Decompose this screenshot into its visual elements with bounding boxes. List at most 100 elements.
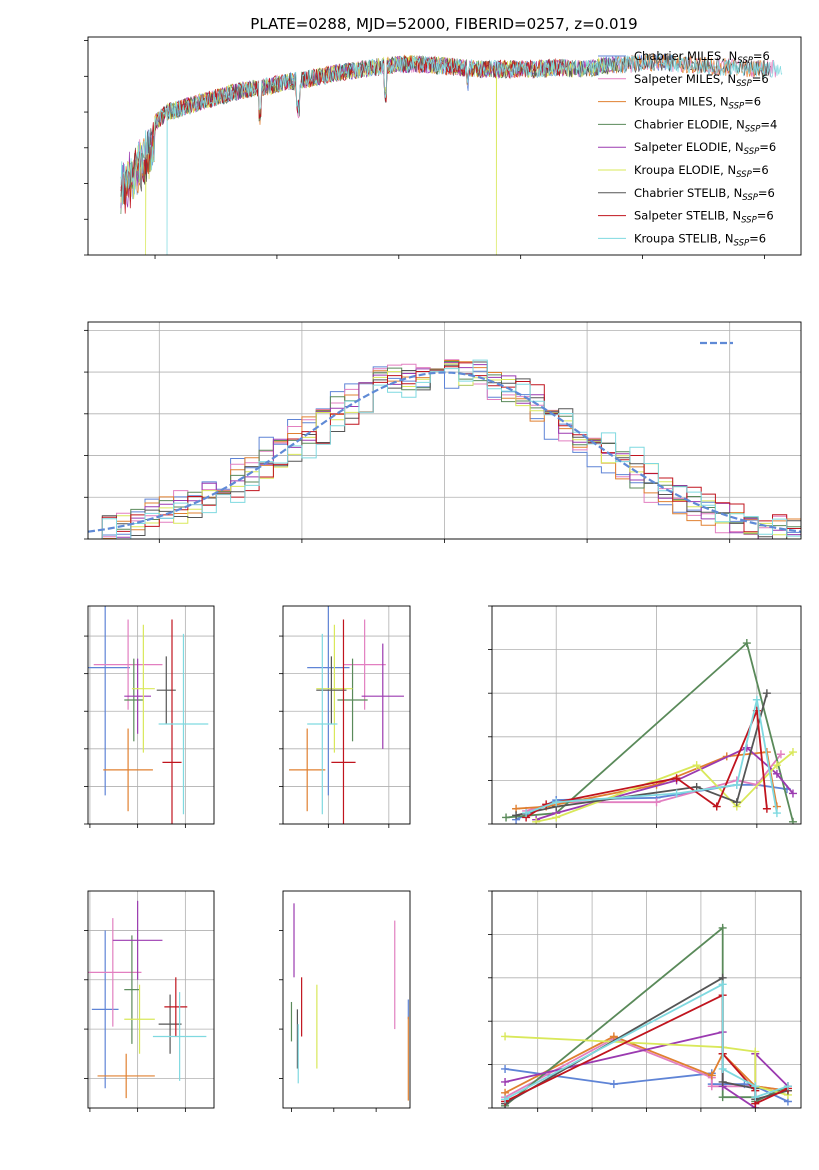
weight-marker (718, 980, 727, 989)
axes-frame (87, 36, 802, 256)
weight-marker (742, 639, 751, 648)
legend-label: Salpeter ELODIE, NSSP=6 (634, 140, 776, 157)
residuals-panel (84, 321, 802, 543)
weight-line-4 (504, 1030, 789, 1108)
plot-area (88, 359, 801, 539)
legend-label: Kroupa ELODIE, NSSP=6 (634, 163, 769, 180)
weight-marker (762, 689, 771, 698)
weight-line-8 (504, 982, 789, 1101)
age-vs-mass-panel (279, 605, 411, 828)
spectrum-line-4 (120, 55, 618, 209)
histogram-step-4 (88, 362, 801, 539)
normal-reference-curve (88, 371, 801, 533)
legend-label-suffix: =6 (744, 95, 761, 109)
weight-marker (752, 695, 761, 704)
weight-marker (776, 750, 785, 759)
weight-marker (788, 817, 797, 824)
weight-marker (718, 1077, 727, 1086)
weight-marker (522, 809, 531, 818)
weight-marker (718, 1093, 727, 1102)
weight-marker (501, 1064, 510, 1073)
legend-label: Salpeter MILES, NSSP=6 (634, 72, 769, 89)
weight-line-7 (504, 993, 789, 1106)
legend-label: Salpeter STELIB, NSSP=6 (634, 209, 774, 226)
legend-label-text: Salpeter ELODIE, N (634, 140, 744, 154)
legend-label-text: Chabrier ELODIE, N (634, 117, 745, 131)
plot-area (502, 639, 797, 824)
weight-marker (772, 809, 781, 818)
legend-label-suffix: =4 (760, 117, 777, 131)
legend-label-text: Salpeter STELIB, N (634, 209, 741, 223)
weight-marker (732, 798, 741, 807)
weight-line-5 (535, 751, 794, 823)
legend-label-text: Kroupa STELIB, N (634, 231, 734, 245)
plot-area (290, 903, 409, 1101)
legend-label: Kroupa STELIB, NSSP=6 (634, 231, 766, 248)
spectrum-line-7 (120, 55, 572, 214)
legend-label-subscript: SSP (744, 147, 760, 157)
weight-marker (751, 1047, 760, 1056)
mass-vs-metallicity-panel (84, 890, 215, 1112)
legend-label-subscript: SSP (736, 79, 752, 89)
spectrum-line-5 (120, 55, 618, 255)
weight-marker (652, 798, 661, 807)
legend-label: Chabrier MILES, NSSP=6 (634, 49, 770, 66)
weight-marker (501, 1077, 510, 1086)
legend-label-suffix: =6 (757, 209, 774, 223)
weight-marker (707, 1071, 716, 1080)
age-vs-metallicity-panel (84, 605, 215, 828)
weight-marker (772, 769, 781, 778)
histogram-step-5 (88, 363, 801, 539)
weight-marker (692, 782, 701, 791)
mass-vs-extinction-panel (279, 890, 411, 1112)
axes-frame (87, 605, 215, 825)
axes-frame (87, 890, 215, 1109)
weight-marker (501, 1095, 510, 1104)
weight-marker (552, 798, 561, 807)
weight-marker (788, 789, 797, 798)
axes-frame (491, 605, 802, 825)
legend-label-subscript: SSP (741, 216, 757, 226)
weight-marker (672, 789, 681, 798)
legend-label-suffix: =6 (752, 72, 769, 86)
legend-label-suffix: =6 (759, 140, 776, 154)
weight-marker (672, 774, 681, 783)
legend-label-text: Kroupa MILES, N (634, 95, 729, 109)
legend-label-text: Chabrier MILES, N (634, 49, 737, 63)
weight-marker (512, 811, 521, 820)
legend-label-subscript: SSP (736, 170, 752, 180)
weight-marker (707, 1082, 716, 1091)
weight-marker (532, 817, 541, 824)
weight-marker (718, 1064, 727, 1073)
plot-area (289, 606, 404, 824)
weight-marker (772, 761, 781, 770)
weight-marker (762, 804, 771, 813)
weight-marker (718, 923, 727, 932)
weight-marker (609, 1080, 618, 1089)
axes-frame (87, 321, 802, 540)
plot-area (501, 923, 792, 1108)
legend-label-suffix: =6 (753, 49, 770, 63)
weight-marker (751, 1093, 760, 1102)
weight-line-8 (525, 699, 778, 814)
weight-marker (732, 780, 741, 789)
axes-frame (282, 890, 411, 1109)
legend-label-subscript: SSP (745, 124, 761, 134)
legend-label: Chabrier ELODIE, NSSP=4 (634, 117, 777, 134)
mass-weight-vs-age-panel (488, 605, 802, 828)
plot-area (88, 900, 207, 1099)
axes-frame (491, 890, 802, 1109)
legend-label-subscript: SSP (734, 238, 750, 248)
weight-marker (692, 761, 701, 770)
weight-marker (552, 813, 561, 822)
weight-marker (712, 802, 721, 811)
weight-line-6 (504, 976, 789, 1105)
weight-marker (783, 1082, 792, 1091)
weight-line-4 (535, 746, 794, 821)
axes-frame (282, 605, 411, 825)
spectrum-line-3 (120, 55, 618, 215)
plot-area (88, 606, 209, 824)
legend-label-subscript: SSP (729, 102, 745, 112)
